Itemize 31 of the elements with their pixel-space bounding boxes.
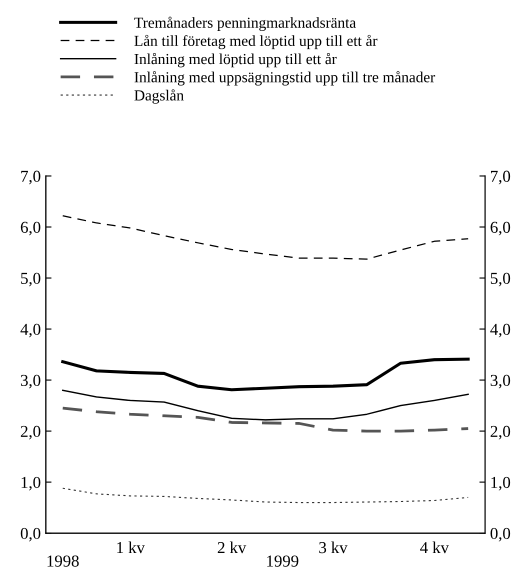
y2-tick-label: 6,0: [490, 222, 510, 236]
legend-label: Inlåning med uppsägningstid upp till tre månader: [134, 71, 436, 86]
text: 1999: [267, 555, 298, 567]
legend-label: Tremånaders penningmarknadsränta: [134, 16, 356, 31]
y-tick-label: 5,0: [21, 272, 40, 286]
legend-label: Inlåning med löptid upp till ett år: [134, 52, 337, 68]
legend-label: Dagslån: [134, 89, 184, 104]
y2-tick-label: 5,0: [490, 272, 510, 286]
y2-tick-label: 7,0: [491, 170, 510, 184]
line-series: [62, 488, 469, 504]
y2-tick-label: 2,0: [490, 426, 510, 440]
text: 1998: [48, 555, 79, 567]
y-tick-label: 4,0: [20, 324, 40, 338]
x-tick-label: 1 kv: [117, 541, 145, 554]
x-tick-label: 4 kv: [420, 541, 449, 554]
y-tick-label: 7,0: [21, 170, 40, 184]
y-tick-label: 1,0: [22, 476, 40, 490]
y-tick-label: 0,0: [20, 528, 40, 542]
legend-label: Lån till företag med löptid upp till ett år: [134, 34, 378, 50]
line-series: [62, 215, 469, 260]
y-tick-label: 6,0: [20, 222, 40, 236]
x-tick-label: 3 kv: [319, 541, 348, 554]
y2-tick-label: 0,0: [490, 528, 510, 542]
line-series: [62, 390, 469, 421]
y-tick-label: 3,0: [20, 374, 40, 388]
x-tick-label: 2 kv: [218, 541, 246, 554]
y-tick-label: 2,0: [20, 426, 40, 440]
line-series: [61, 358, 470, 392]
y2-tick-label: 1,0: [491, 476, 510, 490]
y2-tick-label: 3,0: [490, 374, 510, 388]
y2-tick-label: 4,0: [490, 324, 510, 338]
